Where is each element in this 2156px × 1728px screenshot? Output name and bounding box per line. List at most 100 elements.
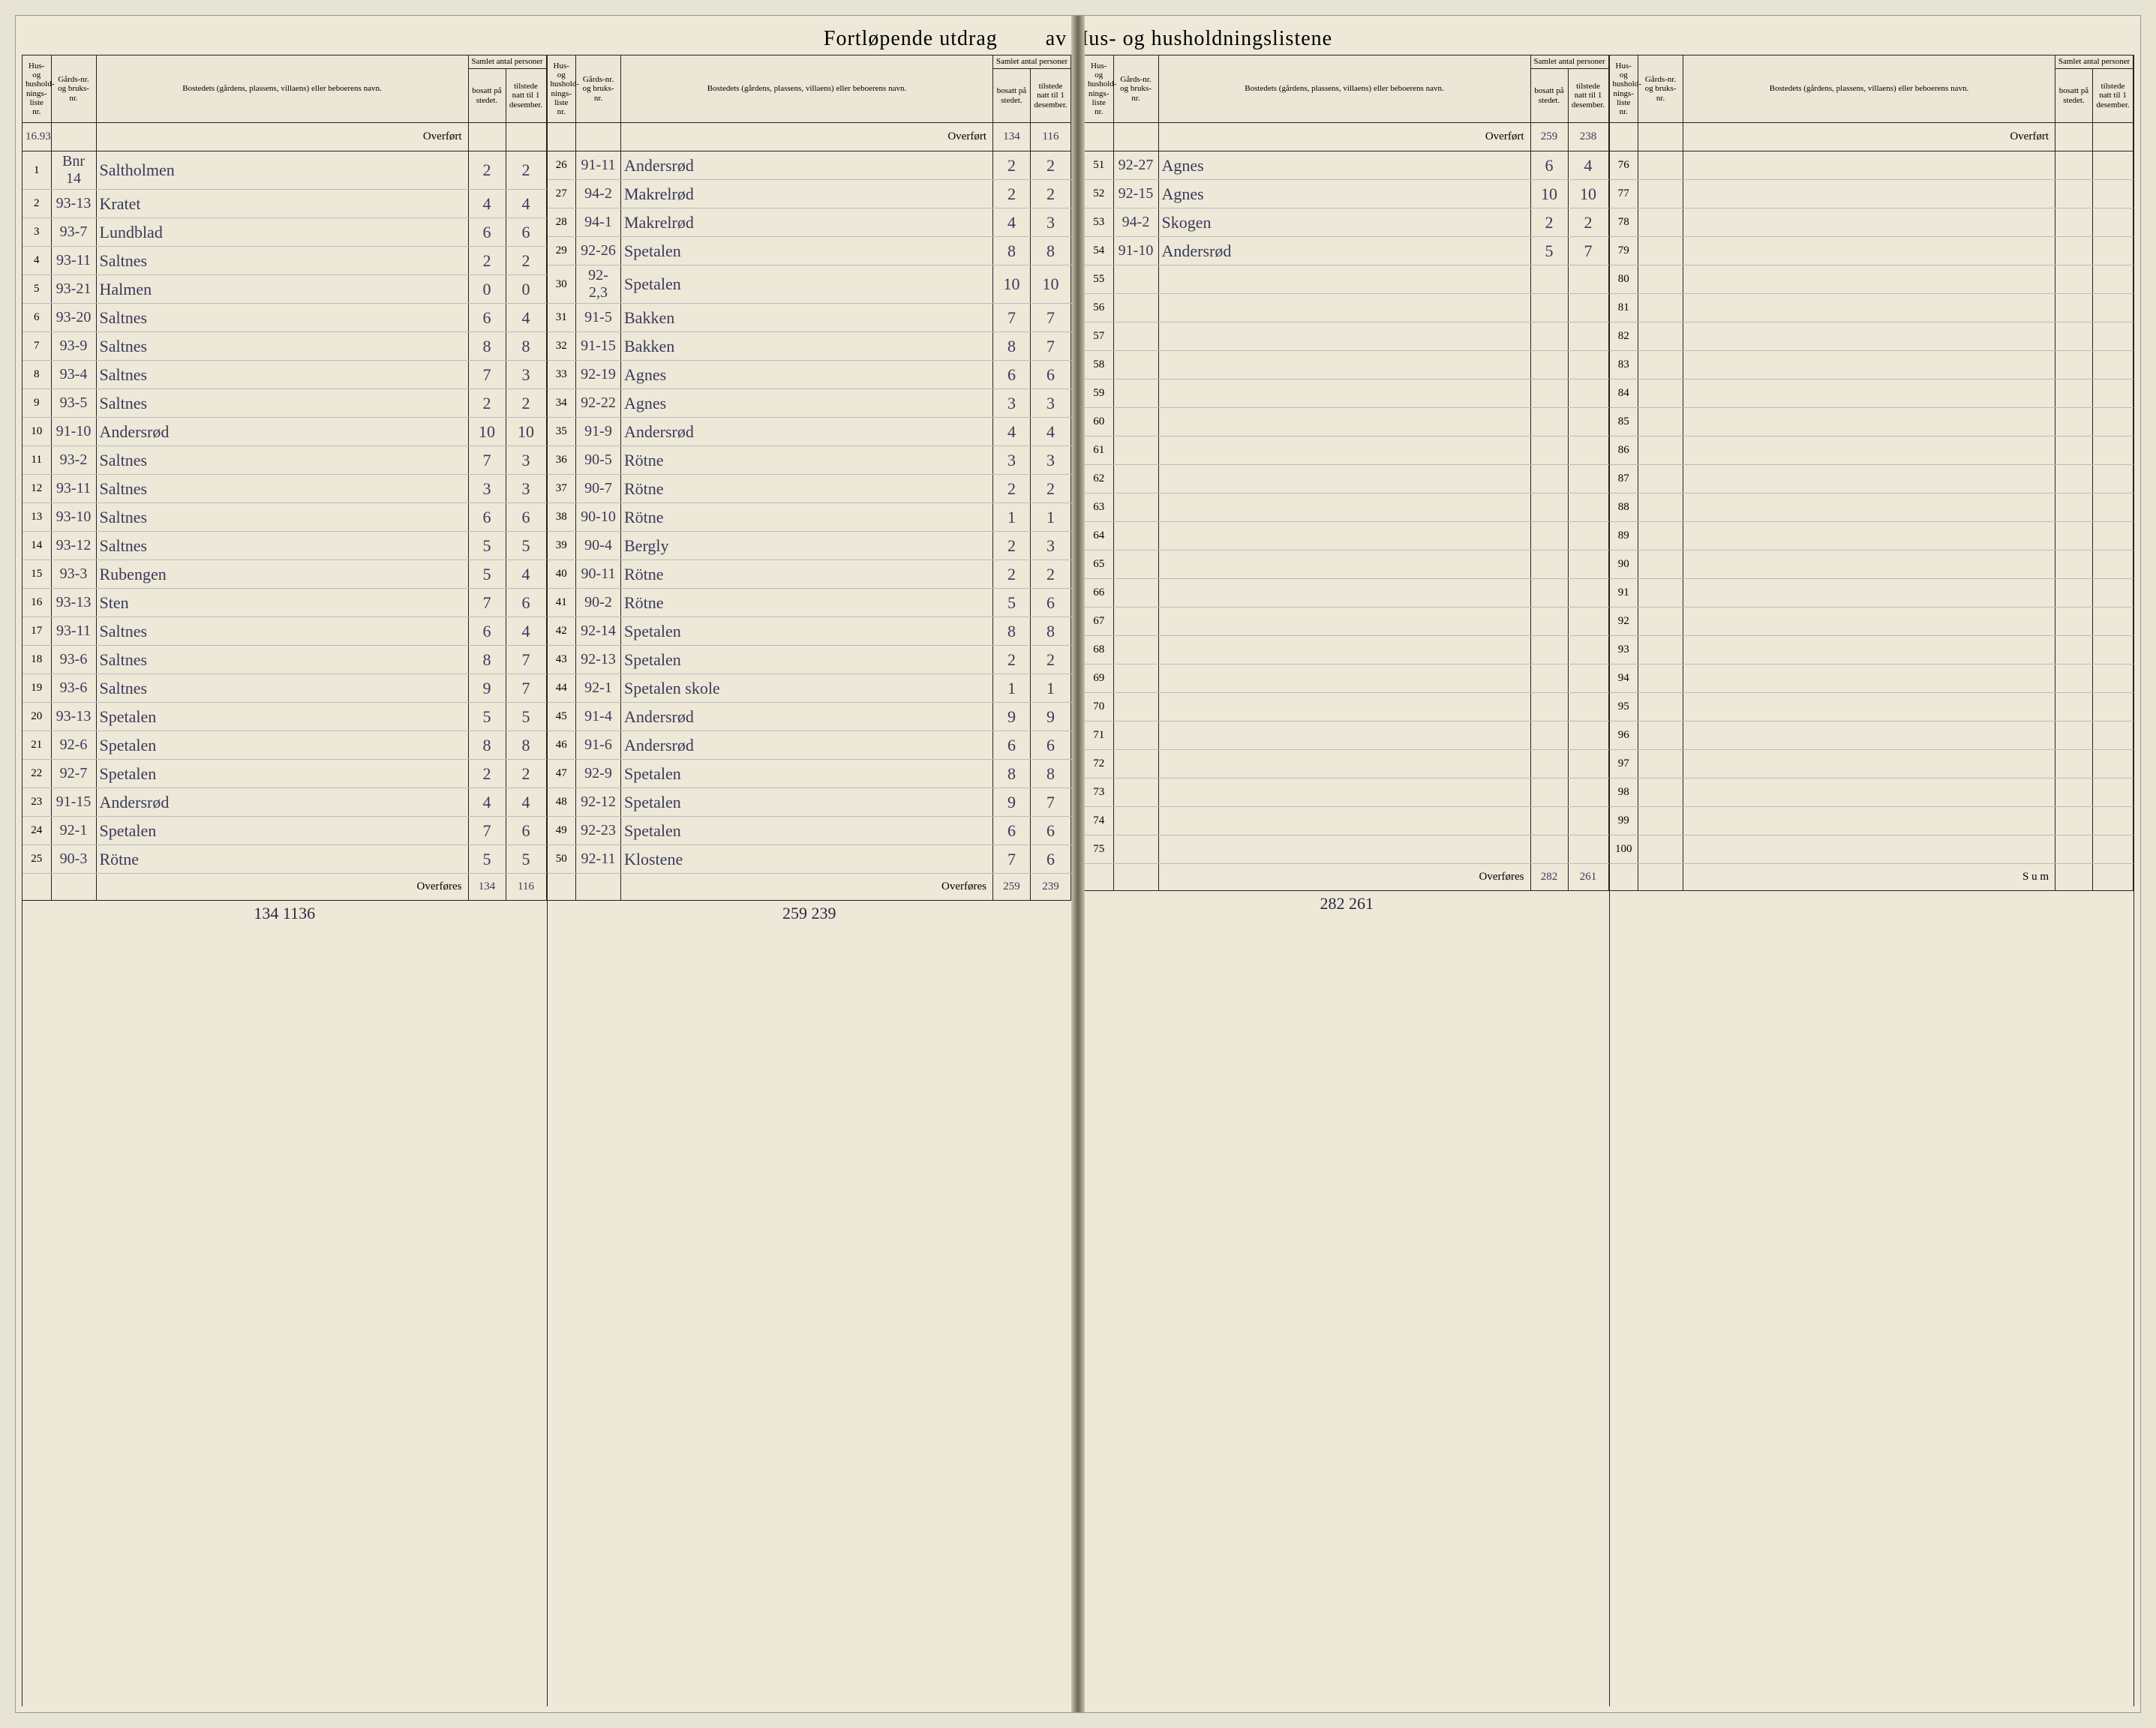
row-name: Halmen <box>96 275 468 304</box>
row-index: 52 <box>1085 180 1113 208</box>
row-bosatt <box>2055 494 2093 522</box>
overfores-row: Overføres 282 261 <box>1085 864 1608 891</box>
row-bosatt: 4 <box>993 208 1031 237</box>
table-row: 81 <box>1610 294 2133 322</box>
row-bosatt: 10 <box>468 418 506 446</box>
row-name: Andersrød <box>621 703 993 731</box>
row-bosatt: 9 <box>993 788 1031 817</box>
row-name <box>1683 807 2055 836</box>
table-row: 45 91-4 Andersrød 9 9 <box>548 703 1071 731</box>
row-bosatt: 2 <box>993 180 1031 208</box>
row-name: Saltnes <box>96 646 468 674</box>
block-2: Hus- og hushold-nings-liste nr. Gårds-nr… <box>547 55 1073 1706</box>
row-index: 91 <box>1610 579 1638 608</box>
row-name <box>1683 351 2055 380</box>
table-row: 9 93-5 Saltnes 2 2 <box>23 389 546 418</box>
scratch-total: 259 239 <box>548 901 1072 926</box>
row-name <box>1683 722 2055 750</box>
row-name: Rubengen <box>96 560 468 589</box>
table-row: 56 <box>1085 294 1608 322</box>
row-tilstede <box>2093 266 2133 294</box>
table-row: 29 92-26 Spetalen 8 8 <box>548 237 1071 266</box>
row-index: 11 <box>23 446 51 475</box>
row-gard <box>1638 550 1683 579</box>
row-gard <box>1638 351 1683 380</box>
row-gard: 92-11 <box>576 845 621 874</box>
row-index: 99 <box>1610 807 1638 836</box>
title-right: av Hus- og husholdningslistene <box>1046 27 1332 50</box>
row-index: 4 <box>23 247 51 275</box>
row-gard: 92-13 <box>576 646 621 674</box>
row-bosatt: 3 <box>468 475 506 503</box>
row-index: 6 <box>23 304 51 332</box>
row-name: Andersrød <box>1158 237 1530 266</box>
row-tilstede: 3 <box>1031 389 1071 418</box>
row-name <box>1158 522 1530 550</box>
row-index: 57 <box>1085 322 1113 351</box>
row-index: 5 <box>23 275 51 304</box>
row-bosatt: 2 <box>468 152 506 190</box>
row-index: 18 <box>23 646 51 674</box>
row-tilstede <box>2093 836 2133 864</box>
row-name <box>1158 322 1530 351</box>
table-row: 42 92-14 Spetalen 8 8 <box>548 617 1071 646</box>
row-name: Andersrød <box>621 418 993 446</box>
row-name: Saltnes <box>96 503 468 532</box>
row-bosatt <box>1530 693 1568 722</box>
row-gard <box>1638 208 1683 237</box>
row-gard <box>1638 807 1683 836</box>
row-gard: 93-3 <box>51 560 96 589</box>
row-tilstede: 6 <box>506 589 546 617</box>
table-row: 16 93-13 Sten 7 6 <box>23 589 546 617</box>
table-row: 24 92-1 Spetalen 7 6 <box>23 817 546 845</box>
row-bosatt <box>1530 294 1568 322</box>
scratch-total: 282 261 <box>1085 891 1609 916</box>
row-tilstede <box>2093 380 2133 408</box>
row-index: 84 <box>1610 380 1638 408</box>
table-row: 15 93-3 Rubengen 5 4 <box>23 560 546 589</box>
row-tilstede: 8 <box>506 332 546 361</box>
row-index: 62 <box>1085 465 1113 494</box>
row-index: 45 <box>548 703 576 731</box>
row-gard <box>1638 722 1683 750</box>
row-gard <box>1638 778 1683 807</box>
row-tilstede <box>1568 380 1608 408</box>
hdr-bosatt: bosatt på stedet. <box>1530 69 1568 123</box>
table-row: 60 <box>1085 408 1608 436</box>
table-row: 75 <box>1085 836 1608 864</box>
row-tilstede: 1 <box>1031 674 1071 703</box>
row-bosatt <box>2055 778 2093 807</box>
row-index: 63 <box>1085 494 1113 522</box>
row-name: Saltholmen <box>96 152 468 190</box>
row-tilstede: 3 <box>1031 446 1071 475</box>
row-bosatt: 4 <box>993 418 1031 446</box>
row-index: 96 <box>1610 722 1638 750</box>
row-tilstede <box>1568 266 1608 294</box>
row-gard <box>1638 636 1683 664</box>
row-name: Spetalen <box>621 817 993 845</box>
row-bosatt: 2 <box>993 475 1031 503</box>
row-index: 85 <box>1610 408 1638 436</box>
row-name <box>1158 664 1530 693</box>
row-bosatt: 8 <box>993 617 1031 646</box>
row-bosatt <box>2055 208 2093 237</box>
row-index: 77 <box>1610 180 1638 208</box>
row-gard: 94-2 <box>576 180 621 208</box>
row-index: 9 <box>23 389 51 418</box>
row-tilstede: 5 <box>506 703 546 731</box>
row-tilstede: 2 <box>1031 646 1071 674</box>
row-gard: 93-13 <box>51 190 96 218</box>
row-bosatt: 5 <box>468 532 506 560</box>
row-index: 30 <box>548 266 576 304</box>
hdr-name: Bostedets (gårdens, plassens, villaens) … <box>1158 56 1530 123</box>
row-tilstede: 2 <box>1031 475 1071 503</box>
row-tilstede <box>1568 465 1608 494</box>
row-bosatt: 2 <box>993 646 1031 674</box>
hdr-idx: Hus- og hushold-nings-liste nr. <box>23 56 51 123</box>
row-bosatt: 2 <box>1530 208 1568 237</box>
row-index: 68 <box>1085 636 1113 664</box>
row-name: Skogen <box>1158 208 1530 237</box>
row-bosatt: 6 <box>468 304 506 332</box>
row-tilstede: 2 <box>1568 208 1608 237</box>
row-index: 54 <box>1085 237 1113 266</box>
